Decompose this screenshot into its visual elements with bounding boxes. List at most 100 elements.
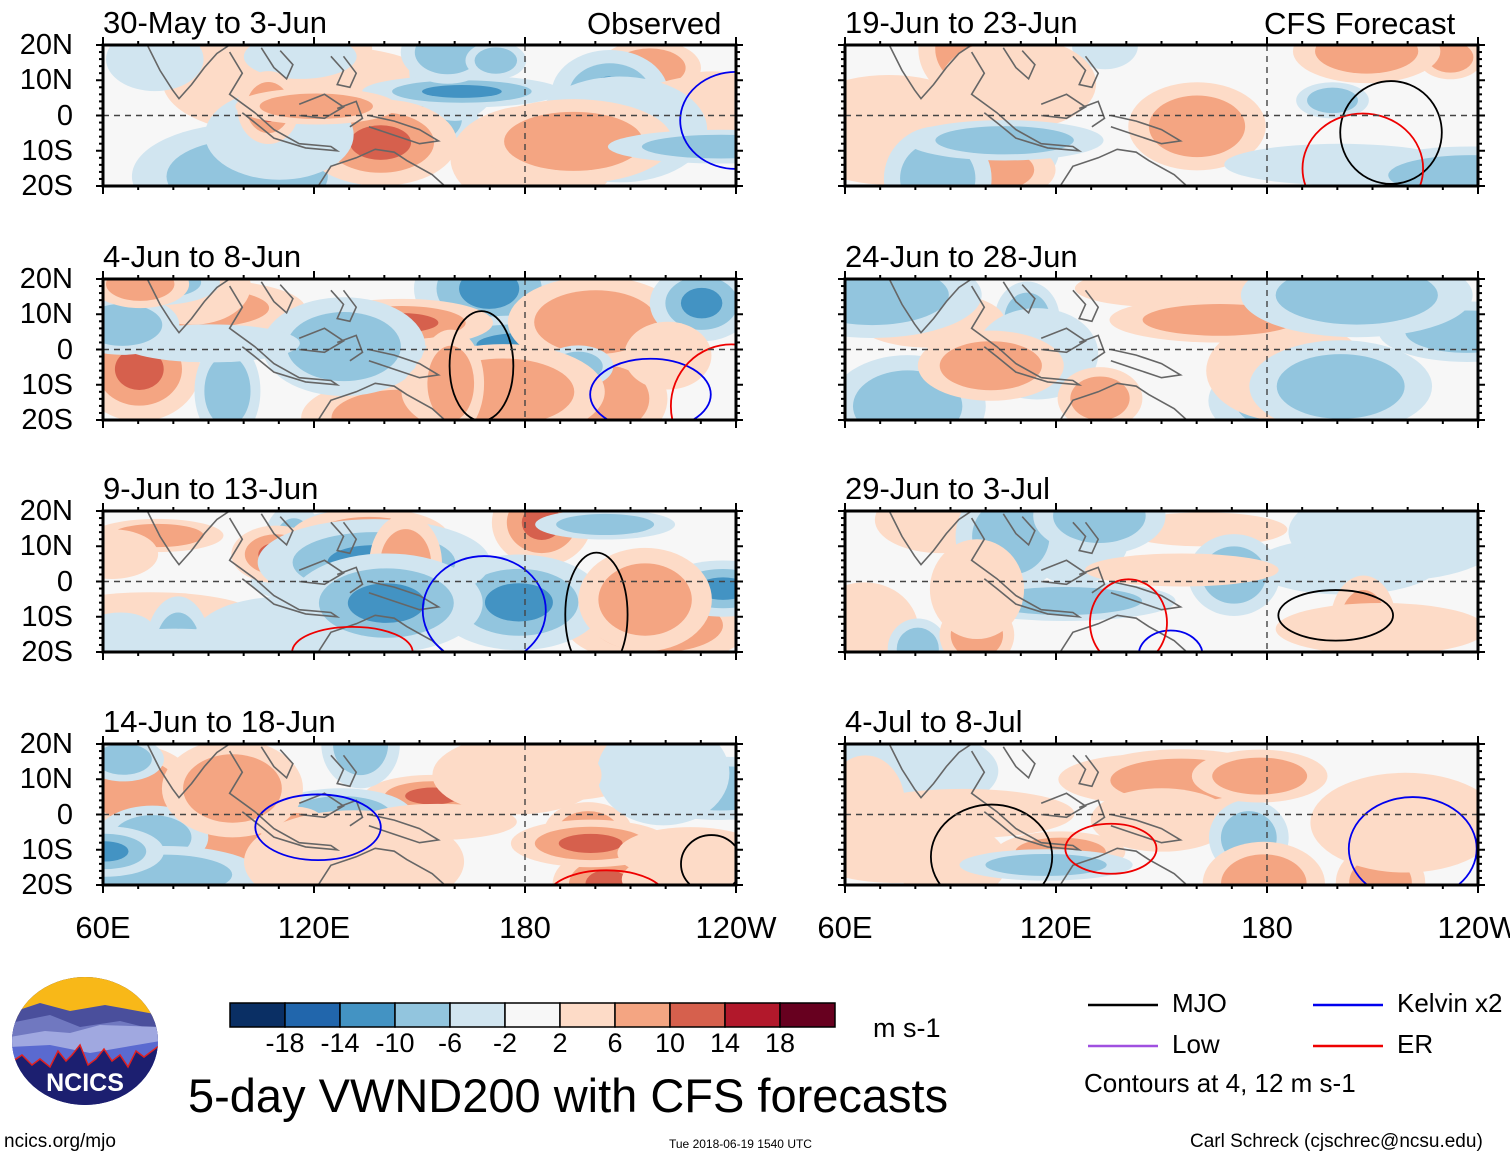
colorbar-swatch [229, 1002, 286, 1028]
panel-title: 4-Jun to 8-Jun [103, 239, 302, 274]
y-tick-label: 0 [56, 565, 73, 598]
coastline [1002, 513, 1036, 547]
coastline [1002, 47, 1036, 81]
panel-title: 19-Jun to 23-Jun [845, 5, 1078, 40]
negative-anomaly [286, 312, 401, 382]
coastline [1040, 327, 1087, 354]
anomaly-field [845, 511, 1478, 652]
panel-title: 30-May to 3-Jun [103, 5, 327, 40]
colorbar-label: 14 [709, 1028, 741, 1058]
coastline [368, 813, 441, 844]
coastline [228, 750, 341, 851]
coastline [1078, 334, 1106, 362]
negative-anomaly [896, 627, 939, 652]
y-tick-label: 20S [21, 170, 73, 202]
map-panel [83, 269, 756, 435]
coastline [228, 51, 341, 152]
er-contour [669, 343, 736, 420]
negative-anomaly [103, 841, 129, 862]
negative-anomaly [845, 279, 949, 326]
coastline [970, 750, 1083, 851]
coastline [298, 559, 345, 586]
positive-anomaly [1275, 602, 1478, 652]
coastline [336, 566, 364, 594]
footer-url[interactable]: ncics.org/mjo [4, 1131, 116, 1152]
y-tick-label: 10N [19, 763, 73, 796]
negative-anomaly [985, 853, 1107, 876]
coastline [298, 327, 345, 354]
colorbar-swatch [779, 1002, 836, 1028]
map-panel-svg [96, 503, 743, 660]
coastline [336, 334, 364, 362]
anomaly-field [845, 744, 1478, 885]
negative-anomaly [103, 744, 152, 775]
colorbar-label: 6 [607, 1028, 623, 1058]
colorbar-label: -2 [492, 1028, 517, 1058]
kelvin-contour [1138, 629, 1204, 652]
coastline [1059, 148, 1188, 186]
negative-anomaly [596, 744, 730, 826]
y-tick-label: 20N [19, 495, 73, 527]
kelvin-contour [254, 793, 382, 862]
mjo-contour [1277, 589, 1394, 642]
negative-anomaly [1072, 45, 1138, 70]
positive-anomaly [1085, 553, 1279, 587]
panel-title: 4-Jul to 8-Jul [845, 704, 1023, 739]
coastline [317, 382, 446, 420]
forecast-header: CFS Forecast [1264, 6, 1456, 41]
coastline [146, 744, 231, 799]
legend-line [1088, 1003, 1158, 1007]
colorbar-label: -6 [437, 1028, 462, 1058]
coastline [330, 289, 358, 323]
y-tick-label: 10S [21, 134, 73, 167]
negative-anomaly [935, 126, 1074, 155]
map-panel [825, 501, 1498, 667]
coastline [146, 279, 231, 334]
coastline [1078, 799, 1106, 827]
positive-anomaly [598, 563, 692, 636]
positive-anomaly [1212, 757, 1308, 795]
y-tick-label: 10N [19, 64, 73, 97]
er-contour [1089, 578, 1168, 652]
y-tick-label: 0 [56, 798, 73, 831]
footer-author: Carl Schreck (cjschrec@ncsu.edu) [1190, 1131, 1483, 1152]
negative-anomaly [105, 45, 204, 92]
colorbar-units: m s-1 [873, 1013, 941, 1043]
coastline [1072, 754, 1100, 788]
colorbar: -18 -14 -10 -6 -2 2 6 10 14 18 [229, 1002, 836, 1058]
colorbar-label: 18 [764, 1028, 796, 1058]
colorbar-label: 2 [552, 1028, 568, 1058]
panel-title: 9-Jun to 13-Jun [103, 471, 319, 506]
coastline [228, 517, 341, 618]
negative-anomaly [243, 45, 357, 79]
positive-anomaly [1090, 788, 1233, 852]
positive-anomaly [929, 539, 1025, 640]
x-tick-label: 180 [1241, 910, 1293, 945]
coastline [1059, 614, 1188, 652]
panel-title: 14-Jun to 18-Jun [103, 704, 336, 739]
positive-anomaly [114, 348, 164, 391]
y-tick-label: 20S [21, 404, 73, 436]
x-tick-label: 180 [499, 910, 551, 945]
coastline [317, 614, 446, 652]
er-contour [552, 869, 661, 885]
chart-title: 5-day VWND200 with CFS forecasts [188, 1069, 949, 1122]
coastline [970, 51, 1083, 152]
legend-label: Kelvin x2 [1397, 988, 1503, 1018]
positive-anomaly [617, 827, 736, 880]
y-tick-label: 10S [21, 600, 73, 633]
coastline [228, 285, 341, 386]
map-panel-svg [838, 736, 1485, 893]
mjo-contour [680, 834, 736, 885]
coastline [1110, 813, 1183, 844]
coastline [260, 746, 294, 780]
coastline [888, 511, 973, 566]
positive-anomaly [1148, 95, 1246, 158]
colorbar-swatch [669, 1002, 726, 1028]
mjo-contour [930, 803, 1054, 885]
positive-anomaly [940, 45, 1097, 130]
negative-anomaly [474, 47, 518, 74]
kelvin-contour [421, 555, 547, 652]
positive-anomaly [349, 125, 412, 160]
positive-anomaly [1221, 854, 1307, 885]
